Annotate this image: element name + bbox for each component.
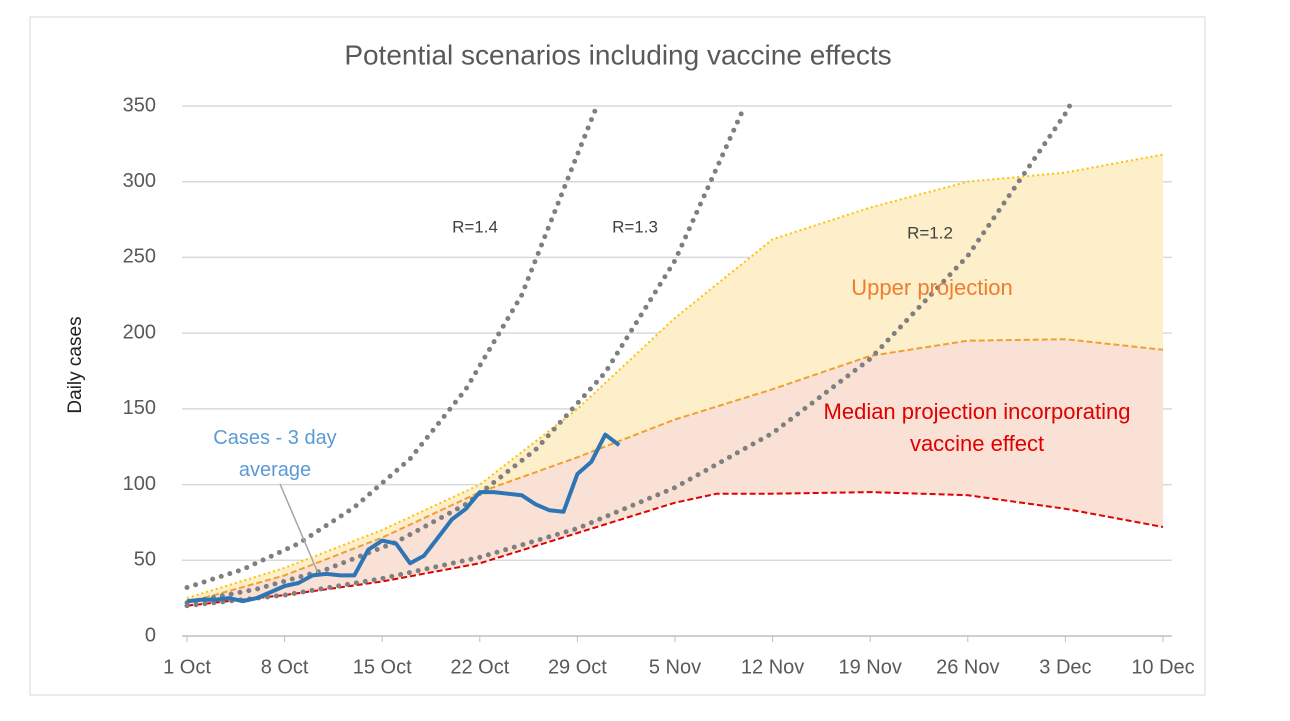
y-tick-label: 200 (123, 321, 156, 343)
x-tick-label: 29 Oct (548, 656, 607, 678)
y-tick-label: 300 (123, 170, 156, 192)
x-tick-label: 3 Dec (1039, 656, 1091, 678)
x-tick-label: 15 Oct (353, 656, 412, 678)
x-tick-label: 5 Nov (649, 656, 701, 678)
x-tick-label: 8 Oct (261, 656, 309, 678)
y-tick-label: 0 (145, 624, 156, 646)
y-tick-label: 100 (123, 473, 156, 495)
chart-title: Potential scenarios including vaccine ef… (344, 39, 891, 70)
x-tick-label: 22 Oct (450, 656, 509, 678)
series-line (186, 432, 621, 604)
annotation-arrow (279, 483, 319, 574)
series-line (186, 491, 1164, 607)
series-label: R=1.4 (452, 217, 498, 236)
series-label: Upper projection (851, 275, 1013, 300)
band-fill (187, 339, 1163, 606)
series-label: R=1.3 (612, 217, 658, 236)
x-tick-label: 19 Nov (839, 656, 902, 678)
x-tick-label: 26 Nov (936, 656, 999, 678)
series-line (186, 338, 1164, 604)
chart-frame (29, 16, 1206, 696)
series-line (184, 103, 1073, 609)
series-line (184, 103, 600, 590)
y-axis-label: Daily cases (65, 316, 86, 413)
y-tick-label: 150 (123, 397, 156, 419)
series-line (184, 103, 748, 606)
y-tick-label: 250 (123, 246, 156, 268)
series-label: Median projection incorporating vaccine … (823, 399, 1131, 456)
series-line (186, 153, 1164, 600)
x-tick-label: 10 Dec (1131, 656, 1194, 678)
y-tick-label: 50 (134, 549, 156, 571)
series-label: Cases - 3 day average (213, 427, 337, 481)
y-tick-label: 350 (123, 94, 156, 116)
band-fill (187, 154, 1163, 603)
x-tick-label: 12 Nov (741, 656, 804, 678)
series-label: R=1.2 (907, 223, 953, 242)
x-tick-label: 1 Oct (163, 656, 211, 678)
